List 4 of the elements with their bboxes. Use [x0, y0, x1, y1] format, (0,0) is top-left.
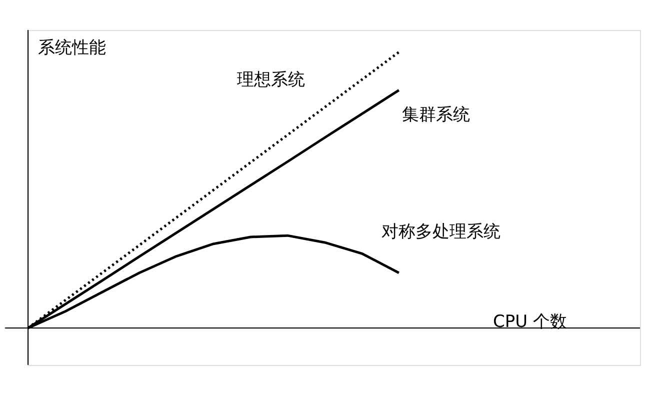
- series-label: 对称多处理系统: [381, 222, 500, 242]
- y-axis-title: 系统性能: [38, 38, 106, 58]
- series-label: 理想系统: [236, 70, 305, 90]
- series-label: 集群系统: [402, 105, 470, 126]
